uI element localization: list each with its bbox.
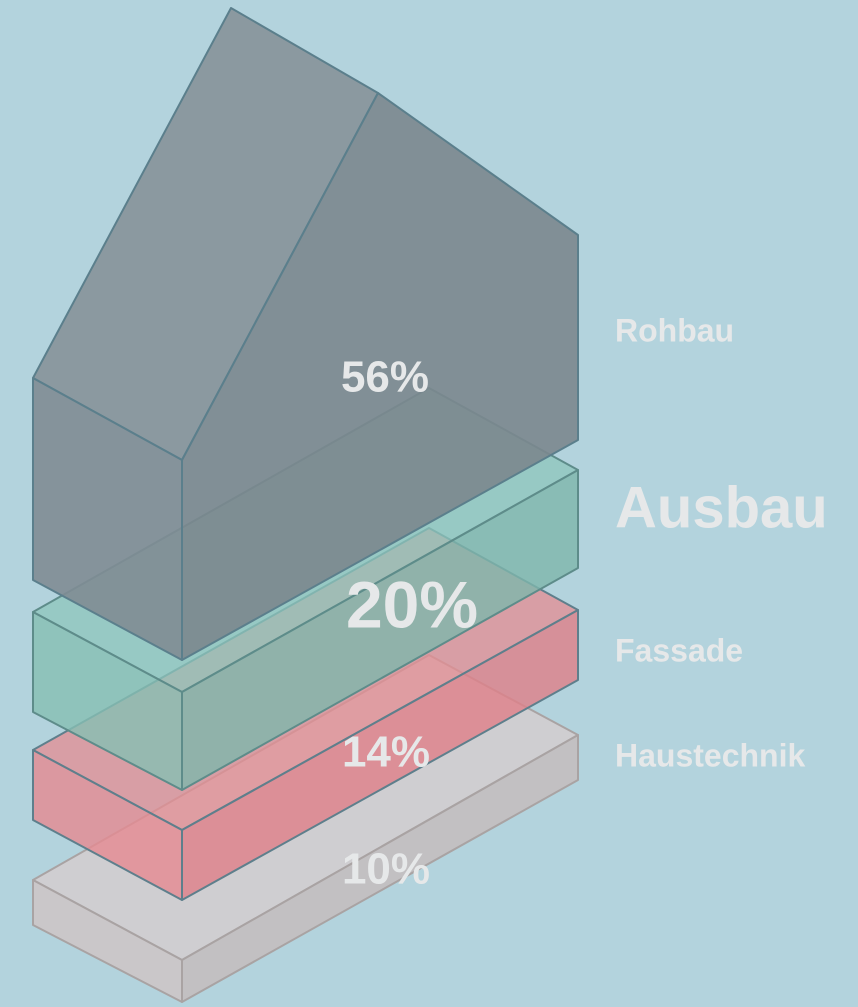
rohbau-house [32, 7, 579, 661]
slab-right [181, 734, 579, 1003]
side-wall [32, 377, 183, 661]
percent-label: 10% [342, 845, 430, 894]
slab-right [181, 609, 579, 901]
percent-label: 20% [346, 567, 478, 641]
layer-label: Fassade [615, 632, 743, 668]
slab-right [181, 469, 579, 791]
percent-label: 56% [341, 353, 429, 402]
percent-label: 14% [342, 728, 430, 777]
layer-label: Haustechnik [615, 737, 805, 773]
layer-label: Rohbau [615, 312, 734, 348]
layer-label: Ausbau [615, 475, 828, 540]
